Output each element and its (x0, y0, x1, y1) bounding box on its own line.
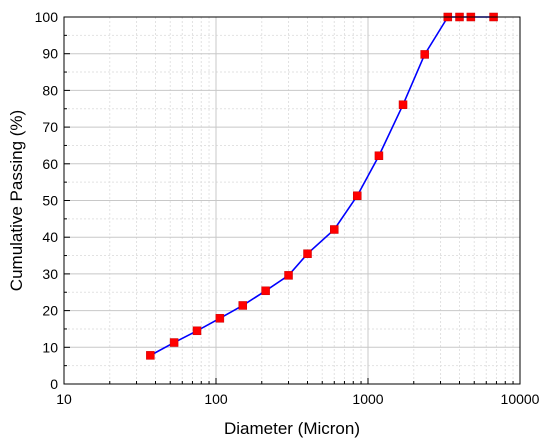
data-point (238, 301, 248, 310)
data-point (398, 100, 408, 109)
data-point (330, 225, 339, 234)
y-tick-label: 50 (42, 193, 58, 209)
y-tick-label: 0 (50, 376, 58, 392)
y-tick-label: 30 (42, 266, 58, 282)
data-point (146, 351, 155, 360)
data-point (374, 151, 384, 160)
x-tick-label: 1000 (352, 391, 383, 407)
y-tick-label: 20 (42, 303, 58, 319)
y-axis-title: Cumulative Passing (%) (7, 110, 26, 291)
data-point (261, 286, 270, 296)
data-point (420, 50, 429, 59)
data-point (169, 338, 179, 347)
data-point (284, 271, 293, 280)
data-point (353, 191, 362, 200)
y-tick-label: 40 (42, 229, 58, 245)
y-tick-label: 70 (42, 119, 58, 135)
x-tick-label: 100 (204, 391, 228, 407)
x-tick-label: 10 (56, 391, 72, 407)
data-point (192, 326, 202, 336)
x-tick-label: 10000 (501, 391, 540, 407)
grid (64, 17, 520, 384)
data-point (215, 314, 225, 323)
data-point (303, 249, 312, 258)
y-tick-label: 60 (42, 156, 58, 172)
y-tick-label: 10 (42, 339, 58, 355)
y-tick-label: 100 (35, 9, 59, 25)
y-tick-label: 80 (42, 82, 58, 98)
plot-frame (63, 16, 521, 385)
x-axis-title: Diameter (Micron) (224, 419, 360, 438)
y-tick-label: 90 (42, 46, 58, 62)
